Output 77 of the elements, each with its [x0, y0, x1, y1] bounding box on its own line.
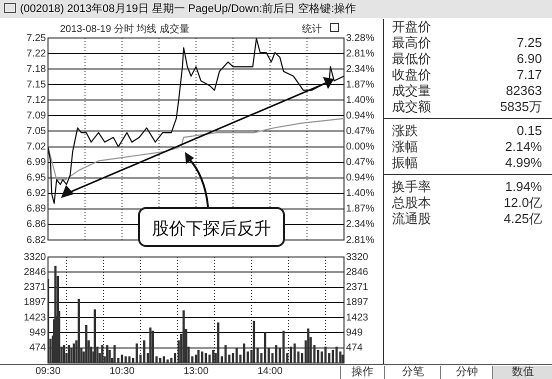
y-tick-label: 3320	[24, 252, 46, 263]
text: 0.15	[516, 123, 542, 138]
category-label: 收盘价	[392, 67, 431, 83]
category-label: 涨幅	[392, 139, 418, 155]
category-label: 最高价	[392, 35, 431, 51]
y2-tick-label: 0.94%	[346, 172, 374, 184]
y-tick-label: 1897	[24, 297, 46, 308]
category-label: 振幅	[392, 155, 418, 171]
y2-tick-label: 2.34%	[346, 64, 374, 75]
annotation: 股价下探后反升	[138, 207, 285, 247]
text: 4.25亿	[504, 211, 542, 226]
y-tick-label: 1423	[24, 312, 46, 324]
y-tick-label: 6.99	[26, 157, 46, 168]
y-tick-label: 6.89	[26, 204, 46, 215]
text: 5835万	[500, 99, 542, 114]
text: 2.14%	[505, 139, 542, 154]
y2-tick-label: 2.81%	[346, 48, 374, 60]
text: 7.17	[516, 67, 542, 82]
y-tick-label: 6.86	[26, 219, 46, 230]
text: 12.0亿	[504, 195, 542, 210]
category-label: 流通股	[392, 211, 431, 227]
y2-tick-label: 0.94%	[346, 110, 374, 122]
category-label: 开盘价	[392, 19, 431, 35]
y2-tick-label: 3320	[346, 252, 369, 263]
y2-tick-label: 1897	[346, 297, 369, 308]
text: 1.94%	[505, 179, 542, 194]
y-tick-label: 7.22	[26, 48, 46, 60]
y-tick-label: 7.02	[26, 142, 46, 153]
x-tick-label: 10:30	[109, 366, 135, 377]
text: 分笔	[384, 366, 441, 379]
y2-tick-label: 0.47%	[346, 126, 374, 137]
x-tick-label: 09:30	[35, 366, 61, 377]
chart-subtitle: 2013-08-19 分时 均线 成交量	[60, 22, 190, 36]
text: 4.99%	[505, 155, 542, 170]
text: 82363	[506, 83, 542, 98]
y-tick-label: 2846	[24, 266, 46, 278]
y-tick-label: 7.05	[26, 126, 46, 137]
y2-tick-label: 1.87%	[346, 80, 374, 91]
y-tick-label: 7.25	[26, 32, 46, 44]
y-tick-label: 7.09	[26, 110, 46, 122]
y-tick-label: 6.95	[26, 172, 46, 184]
y2-tick-label: 3.28%	[346, 32, 374, 44]
category-label: 总股本	[392, 195, 431, 211]
y2-tick-label: 0.00%	[346, 142, 374, 153]
y2-tick-label: 0.47%	[346, 157, 374, 168]
y2-tick-label: 2.34%	[346, 219, 374, 230]
y-tick-label: 474	[29, 342, 46, 354]
y2-tick-label: 1.87%	[346, 204, 374, 215]
y2-tick-label: 2371	[346, 282, 369, 294]
category-label: 涨跌	[392, 123, 418, 139]
y-tick-label: 7.18	[26, 64, 46, 75]
category-label: 最低价	[392, 51, 431, 67]
category-label: 成交量	[392, 83, 431, 99]
x-tick-label: 14:00	[257, 366, 283, 377]
y-tick-label: 6.92	[26, 188, 46, 200]
y-tick-label: 7.12	[26, 94, 46, 106]
y-tick-label: 6.82	[26, 234, 46, 246]
y2-tick-label: 2846	[346, 266, 369, 278]
y-tick-label: 7.15	[26, 79, 46, 90]
y-tick-label: 949	[29, 327, 46, 338]
text: 统计	[302, 24, 322, 35]
y2-tick-label: 1.40%	[346, 188, 374, 199]
category-label: 换手率	[392, 179, 431, 195]
y2-tick-label: 474	[346, 342, 364, 354]
y2-tick-label: 1.40%	[346, 95, 374, 106]
text: 分钟	[440, 366, 493, 379]
y2-tick-label: 1423	[346, 312, 369, 324]
chart-title: (002018) 2013年08月19日 星期一 PageUp/Down:前后日 空格键:操作	[20, 3, 356, 15]
y2-tick-label: 2.81%	[346, 234, 374, 246]
text: 数值	[492, 366, 552, 379]
y2-tick-label: 949	[346, 327, 364, 338]
category-label: 成交额	[392, 99, 431, 115]
text: 6.90	[516, 51, 542, 66]
y-tick-label: 2371	[24, 282, 46, 294]
text: 7.25	[516, 35, 542, 50]
x-tick-label: 13:00	[183, 366, 209, 377]
text: 操作	[340, 366, 384, 379]
